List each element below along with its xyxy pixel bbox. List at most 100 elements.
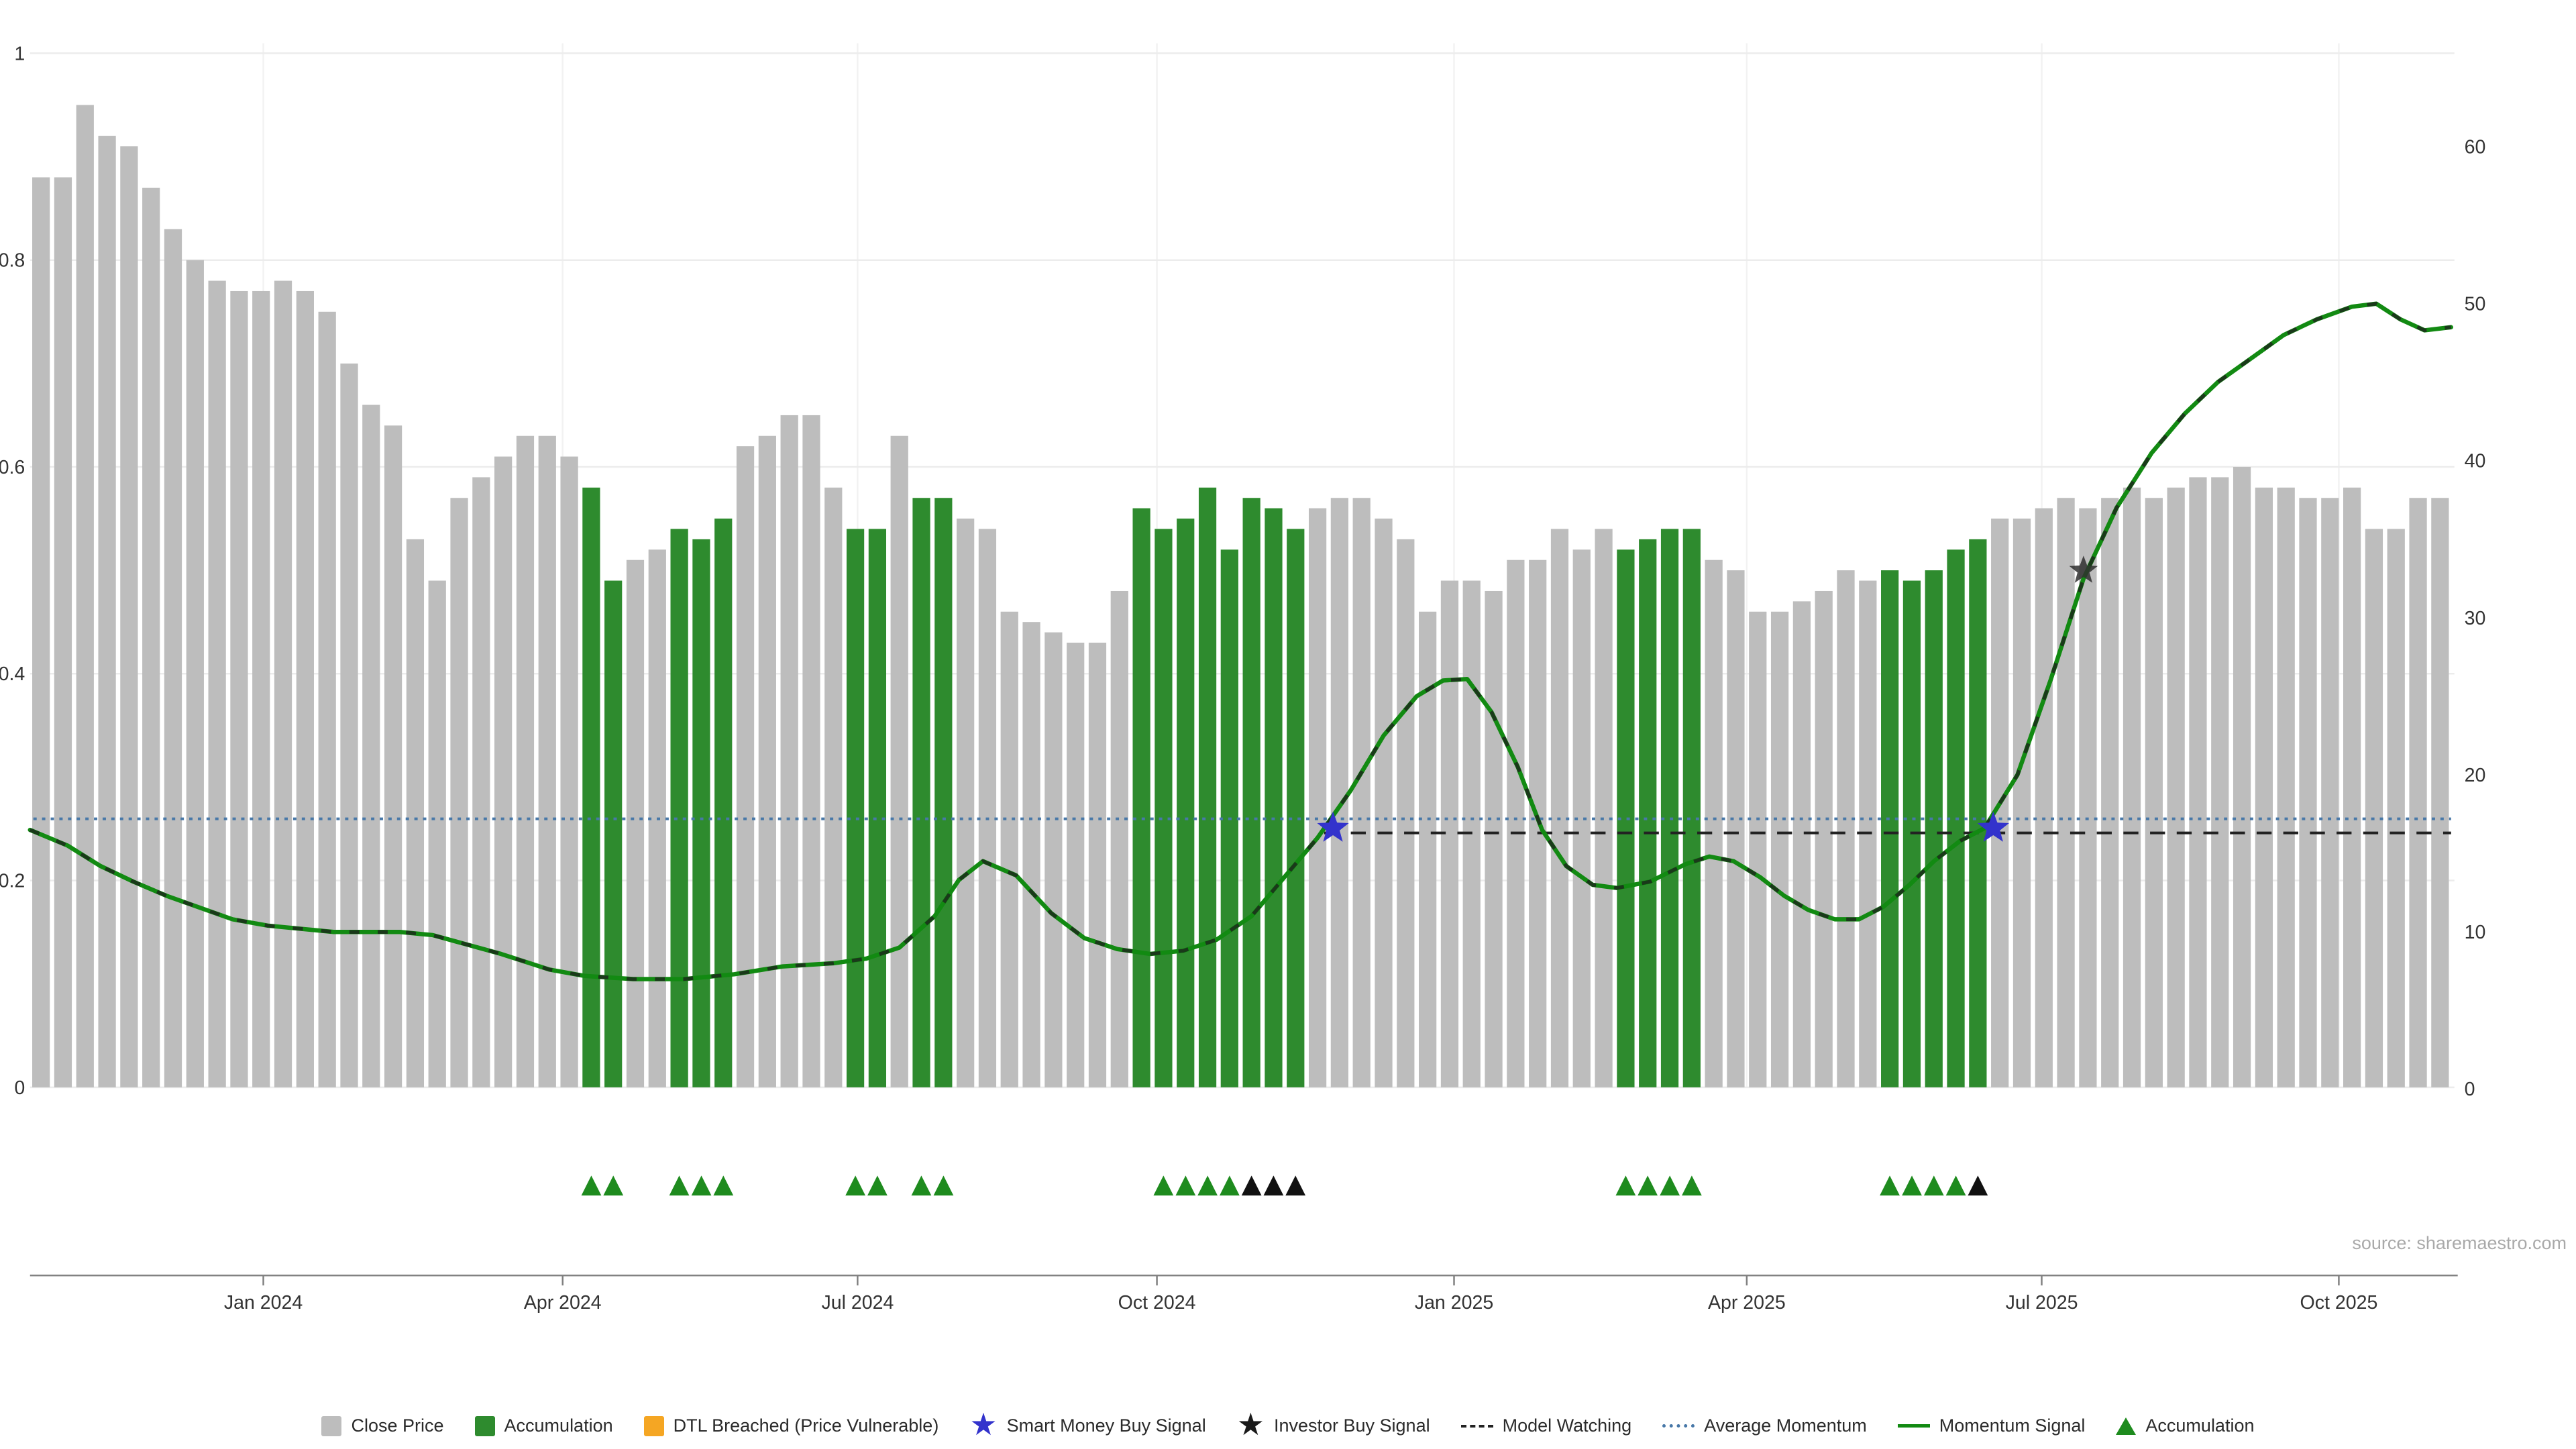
accumulation-bar	[1660, 529, 1679, 1087]
accumulation-bar	[1925, 570, 1943, 1087]
accumulation-triangle-icon	[1945, 1175, 1966, 1196]
close-price-bar	[1088, 643, 1107, 1087]
accumulation-triangle-icon	[933, 1175, 954, 1196]
close-price-bar	[318, 311, 336, 1087]
left-y-tick-label: 0.4	[0, 663, 25, 685]
close-price-bar	[32, 177, 50, 1087]
close-price-bar	[1022, 622, 1040, 1087]
left-y-tick-label: 0.2	[0, 870, 25, 892]
investor-triangle-icon	[1285, 1175, 1306, 1196]
close-price-bar	[957, 519, 975, 1087]
close-price-bar	[186, 260, 204, 1087]
legend-item-accumulation: Accumulation	[474, 1415, 613, 1436]
close-price-bar	[1000, 611, 1018, 1087]
close-price-bar	[890, 435, 908, 1087]
accumulation-triangle-icon	[867, 1175, 888, 1196]
x-axis-labels: Jan 2024 Apr 2024 Jul 2024 Oct 2024 Jan 2025…	[224, 1275, 2378, 1313]
legend-label: Accumulation	[2145, 1415, 2255, 1436]
accumulation-triangle-icon	[1175, 1175, 1196, 1196]
accumulation-bar	[1682, 529, 1701, 1087]
close-price-bar	[2431, 498, 2449, 1087]
left-y-tick-label: 0	[14, 1077, 25, 1099]
accumulation-bar	[714, 519, 733, 1087]
close-price-bar	[802, 415, 820, 1087]
accumulation-triangle-icon	[1615, 1175, 1636, 1196]
close-price-bar	[98, 136, 116, 1087]
close-price-bar	[1550, 529, 1569, 1087]
close-price-bar	[1110, 590, 1128, 1087]
accumulation-bar	[1969, 539, 1987, 1087]
accumulation-bar	[846, 529, 865, 1087]
investor-triangle-icon	[1263, 1175, 1284, 1196]
close-price-bar	[2233, 466, 2251, 1087]
close-price-bar	[120, 146, 138, 1087]
close-price-bar	[406, 539, 425, 1087]
close-price-bar	[1397, 539, 1415, 1087]
legend-label: Smart Money Buy Signal	[1006, 1415, 1206, 1436]
close-price-bar	[758, 435, 776, 1087]
close-price-bar	[2255, 487, 2273, 1087]
close-price-bar	[1792, 601, 1811, 1087]
x-tick-label: Apr 2024	[524, 1292, 602, 1313]
close-price-bar	[1067, 643, 1085, 1087]
legend-label: Model Watching	[1502, 1415, 1632, 1436]
accumulation-bar	[692, 539, 710, 1087]
left-y-tick-label: 0.6	[0, 457, 25, 478]
close-price-bar	[296, 290, 314, 1087]
close-price-bar	[2101, 498, 2119, 1087]
accumulation-triangle-icon	[1660, 1175, 1680, 1196]
accumulation-triangle-icon	[1219, 1175, 1240, 1196]
right-y-tick-label: 40	[2465, 451, 2486, 472]
legend-square-swatch-icon	[474, 1415, 495, 1436]
price-momentum-chart: Jan 2024 Apr 2024 Jul 2024 Oct 2024 Jan 2025…	[0, 43, 2486, 1313]
close-price-bar	[362, 405, 380, 1087]
accumulation-bar	[934, 498, 953, 1087]
right-y-tick-label: 30	[2465, 608, 2486, 629]
accumulation-bar	[670, 529, 688, 1087]
close-price-bar	[1308, 508, 1327, 1087]
dotted-line-icon	[1662, 1424, 1695, 1428]
accumulation-bar	[1242, 498, 1260, 1087]
close-price-bar	[230, 290, 248, 1087]
x-tick-label: Oct 2025	[2300, 1292, 2378, 1313]
accumulation-bar	[1155, 529, 1173, 1087]
accumulation-triangle-icon	[1902, 1175, 1922, 1196]
close-price-bar	[1375, 519, 1393, 1087]
left-y-tick-label: 1	[14, 43, 25, 64]
accumulation-triangle-icon	[713, 1175, 734, 1196]
right-y-tick-label: 10	[2465, 922, 2486, 943]
investor-triangle-icon	[1241, 1175, 1262, 1196]
close-price-bar	[2343, 487, 2361, 1087]
close-price-bar	[142, 187, 160, 1087]
close-price-bar	[1705, 559, 1723, 1087]
legend-square-swatch-icon	[321, 1415, 342, 1436]
accumulation-bar	[1198, 487, 1217, 1087]
close-price-bar	[428, 580, 446, 1087]
close-price-bar	[164, 229, 182, 1087]
close-price-bar	[1749, 611, 1767, 1087]
close-price-bar	[340, 363, 358, 1087]
right-y-tick-label: 60	[2465, 136, 2486, 158]
accumulation-bar	[912, 498, 930, 1087]
close-price-bar	[516, 435, 535, 1087]
accumulation-bar	[604, 580, 623, 1087]
accumulation-bar	[1132, 508, 1150, 1087]
close-price-bar	[2387, 529, 2405, 1087]
close-price-bar	[2409, 498, 2427, 1087]
close-price-bar	[1727, 570, 1745, 1087]
accumulation-triangle-icon	[691, 1175, 712, 1196]
close-price-bar	[1330, 498, 1349, 1087]
accumulation-bar	[868, 529, 887, 1087]
left-axis-labels: 0 0.2 0.4 0.6 0.8 1	[0, 43, 25, 1098]
x-tick-label: Jul 2024	[821, 1292, 894, 1313]
accumulation-triangle-icon	[1197, 1175, 1218, 1196]
legend-item-smart-money-buy-signal: ★ Smart Money Buy Signal	[969, 1409, 1206, 1440]
legend-label: Accumulation	[504, 1415, 613, 1436]
legend-item-momentum-signal: Momentum Signal	[1897, 1415, 2085, 1436]
close-price-bar	[274, 280, 292, 1087]
close-price-bar	[494, 456, 513, 1087]
accumulation-triangle-icon	[581, 1175, 602, 1196]
legend-square-swatch-icon	[643, 1415, 664, 1436]
close-price-bar	[780, 415, 798, 1087]
